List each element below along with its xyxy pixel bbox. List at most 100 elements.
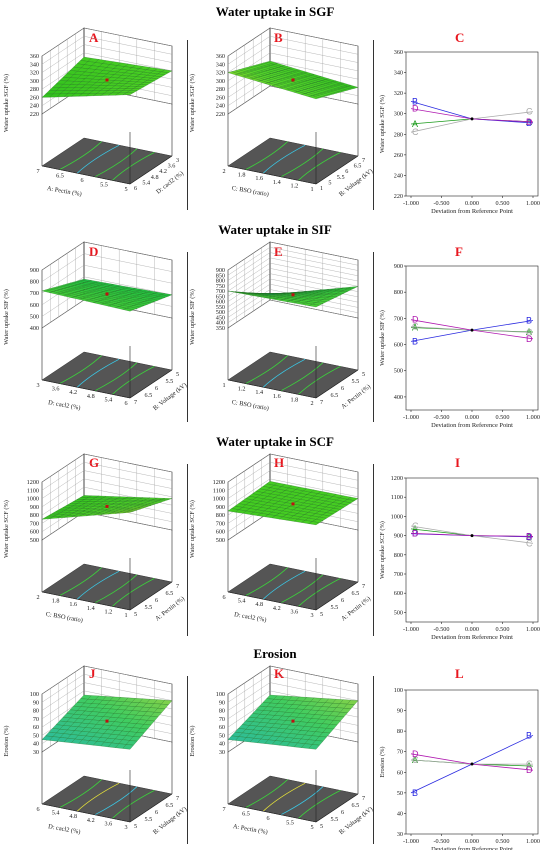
plot-frame: [405, 265, 539, 411]
y-tick-label: 7: [176, 583, 179, 590]
perturbation-plot-l: 30 40 50 60 70 80 90 100 -1.000 -0.500 0.000 0.500 1…: [379, 687, 540, 850]
series-label-start-a: A: [412, 323, 418, 333]
box-edge: [41, 803, 131, 823]
z-tick-label: 100: [30, 691, 39, 698]
x-axis-label: D: cacl2 (%): [48, 823, 81, 836]
x-tick-label: 1.2: [238, 386, 246, 393]
perturbation-plot-c: 220 240 260 280 300 320 340 360 -1.000 -0.500 0.00…: [379, 49, 540, 215]
y-tick-label: 600: [394, 590, 403, 597]
center-point-marker: [291, 78, 295, 82]
x-tick-label: 4.2: [87, 817, 95, 824]
y-tick-label: 6: [341, 385, 344, 392]
wall-grid-line: [227, 268, 359, 297]
center-point-marker: [105, 719, 109, 723]
box-edge: [315, 793, 359, 823]
surface-cell: [41, 735, 54, 741]
series-label-start-d: D: [412, 528, 419, 538]
x-tick-label: -0.500: [434, 414, 450, 421]
separator-2: [373, 40, 374, 210]
y-tick-label: 90: [397, 708, 403, 715]
z-tick-label: 350: [216, 325, 225, 332]
y-tick-label: 100: [394, 687, 403, 694]
y-tick-label: 5: [362, 371, 365, 378]
z-tick-label: 700: [216, 520, 225, 527]
z-tick-label: 320: [216, 70, 225, 77]
box-edge: [227, 165, 317, 185]
contour-line: [76, 570, 120, 600]
separator-3: [187, 252, 188, 422]
contour-floor: [227, 351, 359, 399]
wall-grid-line: [41, 665, 173, 695]
center-point-marker: [105, 504, 109, 508]
z-tick-label: 600: [30, 529, 39, 536]
z-tick-label: 340: [216, 61, 225, 68]
x-tick-label: 3.6: [52, 386, 60, 393]
y-tick-label: 5.5: [331, 604, 339, 611]
z-tick-label: 500: [216, 537, 225, 544]
wall-grid-line: [227, 453, 359, 483]
reference-point: [470, 117, 474, 121]
x-tick-label: 6: [266, 815, 269, 822]
surface-cell: [227, 508, 240, 513]
center-point-marker: [291, 293, 295, 297]
z-tick-label: 80: [33, 708, 39, 715]
series-label-end-d: D: [526, 531, 533, 541]
y-tick-label: 7: [362, 795, 365, 802]
x-axis-label: Deviation from Reference Point: [431, 422, 513, 429]
center-point-marker: [105, 292, 109, 296]
z-tick-label: 800: [30, 512, 39, 519]
x-tick-label: 5: [310, 824, 313, 831]
series-label-start-a: A: [412, 524, 418, 534]
series-label-end-d: D: [526, 765, 533, 775]
x-tick-label: 5.4: [52, 810, 60, 817]
x-tick-label: 5.5: [286, 820, 294, 827]
z-tick-label: 60: [219, 724, 225, 731]
z-tick-label: 300: [216, 78, 225, 85]
box-edge: [315, 369, 359, 399]
surface-cell: [41, 289, 54, 293]
wall-grid-line: [227, 682, 359, 711]
x-tick-label: 0.000: [465, 414, 479, 421]
series-label-start-c: C: [412, 755, 419, 765]
contour-line: [112, 152, 155, 181]
box-edge: [315, 581, 359, 611]
series-label-start-b: B: [412, 336, 418, 346]
x-tick-label: 6: [36, 806, 39, 813]
x-tick-label: -1.000: [403, 838, 419, 845]
series-label-start-a: A: [412, 119, 418, 129]
x-axis-label: Deviation from Reference Point: [431, 846, 513, 850]
x-tick-label: 5.5: [100, 182, 108, 189]
contour-line: [94, 148, 138, 178]
y-axis-label: Water uptake SCF (%): [379, 521, 386, 579]
x-tick-label: 0.500: [496, 414, 510, 421]
wall-grid-line: [227, 257, 359, 286]
wall-grid-line: [227, 674, 359, 703]
y-axis-label: Water uptake SGF (%): [379, 95, 386, 153]
x-tick-label: 0.000: [465, 838, 479, 845]
x-tick-label: 7: [222, 806, 225, 813]
z-tick-label: 360: [216, 53, 225, 60]
z-tick-label: 800: [30, 279, 39, 286]
x-tick-label: 2: [222, 168, 225, 175]
y-tick-label: 60: [397, 769, 403, 776]
x-tick-label: -1.000: [403, 626, 419, 633]
z-tick-label: 700: [216, 288, 225, 295]
z-axis-label: Water uptake SIF (%): [3, 289, 10, 345]
y-tick-label: 6.5: [352, 590, 360, 597]
y-tick-label: 1000: [391, 513, 403, 520]
z-tick-label: 300: [30, 78, 39, 85]
contour-line: [245, 567, 288, 596]
box-edge: [227, 591, 317, 611]
z-tick-label: 500: [30, 313, 39, 320]
x-tick-label: 4.2: [69, 389, 77, 396]
y-tick-label: 500: [394, 368, 403, 375]
x-tick-label: 4.2: [273, 605, 281, 612]
x-tick-label: 3.6: [105, 820, 113, 827]
x-tick-label: 2: [36, 594, 39, 601]
z-tick-label: 60: [33, 724, 39, 731]
wall-grid-line: [227, 665, 359, 695]
x-tick-label: 2: [310, 400, 313, 407]
y-tick-label: 6.5: [166, 590, 174, 597]
